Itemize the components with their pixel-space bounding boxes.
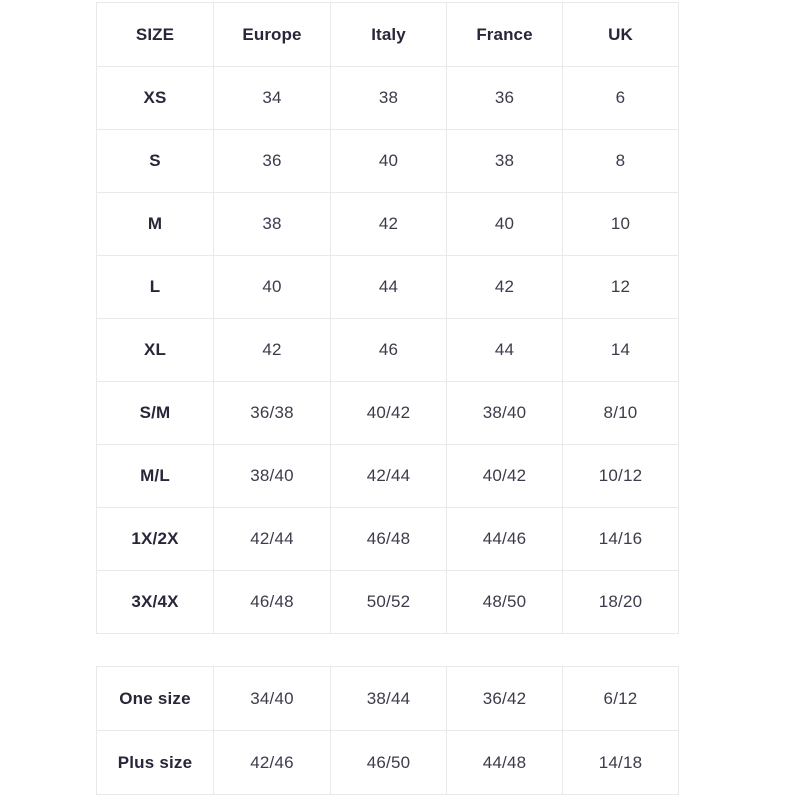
size-conversion-table-container: SIZE Europe Italy France UK XS 34 38 36 … [96, 2, 679, 634]
cell-italy: 42/44 [330, 444, 447, 508]
row-label: 3X/4X [96, 570, 214, 634]
row-label: M/L [96, 444, 214, 508]
cell-italy: 46/50 [330, 730, 447, 795]
table-row: 1X/2X 42/44 46/48 44/46 14/16 [96, 507, 679, 571]
cell-europe: 42 [213, 318, 331, 382]
cell-europe: 34 [213, 66, 331, 130]
cell-italy: 42 [330, 192, 447, 256]
row-label: One size [96, 666, 214, 731]
row-label: Plus size [96, 730, 214, 795]
cell-france: 48/50 [446, 570, 563, 634]
row-label: L [96, 255, 214, 319]
column-header-france: France [446, 2, 563, 67]
column-header-europe: Europe [213, 2, 331, 67]
cell-europe: 42/46 [213, 730, 331, 795]
cell-europe: 36 [213, 129, 331, 193]
cell-france: 38 [446, 129, 563, 193]
cell-france: 40 [446, 192, 563, 256]
table-header-row: SIZE Europe Italy France UK [96, 2, 679, 67]
table-body: One size 34/40 38/44 36/42 6/12 Plus siz… [96, 666, 679, 795]
row-label: XL [96, 318, 214, 382]
cell-europe: 46/48 [213, 570, 331, 634]
cell-uk: 12 [562, 255, 679, 319]
table-row: M/L 38/40 42/44 40/42 10/12 [96, 444, 679, 508]
cell-europe: 42/44 [213, 507, 331, 571]
cell-france: 38/40 [446, 381, 563, 445]
table-row: S/M 36/38 40/42 38/40 8/10 [96, 381, 679, 445]
cell-france: 40/42 [446, 444, 563, 508]
cell-uk: 6/12 [562, 666, 679, 731]
cell-uk: 14/18 [562, 730, 679, 795]
cell-france: 42 [446, 255, 563, 319]
table-row: XL 42 46 44 14 [96, 318, 679, 382]
cell-uk: 6 [562, 66, 679, 130]
table-row: Plus size 42/46 46/50 44/48 14/18 [96, 730, 679, 795]
cell-italy: 40/42 [330, 381, 447, 445]
size-conversion-table: SIZE Europe Italy France UK XS 34 38 36 … [96, 2, 679, 634]
table-body: XS 34 38 36 6 S 36 40 38 8 M 38 42 [96, 66, 679, 634]
table-row: S 36 40 38 8 [96, 129, 679, 193]
cell-france: 36 [446, 66, 563, 130]
table-row: XS 34 38 36 6 [96, 66, 679, 130]
row-label: S [96, 129, 214, 193]
column-header-uk: UK [562, 2, 679, 67]
row-label: XS [96, 66, 214, 130]
table-row: M 38 42 40 10 [96, 192, 679, 256]
row-label: S/M [96, 381, 214, 445]
cell-uk: 8 [562, 129, 679, 193]
cell-uk: 14 [562, 318, 679, 382]
cell-uk: 8/10 [562, 381, 679, 445]
cell-uk: 10 [562, 192, 679, 256]
cell-europe: 38/40 [213, 444, 331, 508]
cell-europe: 34/40 [213, 666, 331, 731]
cell-france: 44/46 [446, 507, 563, 571]
cell-italy: 38 [330, 66, 447, 130]
cell-europe: 36/38 [213, 381, 331, 445]
cell-europe: 38 [213, 192, 331, 256]
row-label: 1X/2X [96, 507, 214, 571]
table-row: One size 34/40 38/44 36/42 6/12 [96, 666, 679, 731]
cell-france: 44/48 [446, 730, 563, 795]
cell-italy: 44 [330, 255, 447, 319]
cell-uk: 10/12 [562, 444, 679, 508]
row-label: M [96, 192, 214, 256]
one-size-plus-size-table: One size 34/40 38/44 36/42 6/12 Plus siz… [96, 666, 679, 795]
column-header-size: SIZE [96, 2, 214, 67]
table-row: 3X/4X 46/48 50/52 48/50 18/20 [96, 570, 679, 634]
cell-italy: 38/44 [330, 666, 447, 731]
one-size-plus-size-table-container: One size 34/40 38/44 36/42 6/12 Plus siz… [96, 666, 679, 795]
cell-uk: 14/16 [562, 507, 679, 571]
cell-italy: 46/48 [330, 507, 447, 571]
cell-italy: 50/52 [330, 570, 447, 634]
cell-italy: 40 [330, 129, 447, 193]
table-row: L 40 44 42 12 [96, 255, 679, 319]
cell-france: 36/42 [446, 666, 563, 731]
cell-europe: 40 [213, 255, 331, 319]
cell-italy: 46 [330, 318, 447, 382]
column-header-italy: Italy [330, 2, 447, 67]
cell-france: 44 [446, 318, 563, 382]
cell-uk: 18/20 [562, 570, 679, 634]
